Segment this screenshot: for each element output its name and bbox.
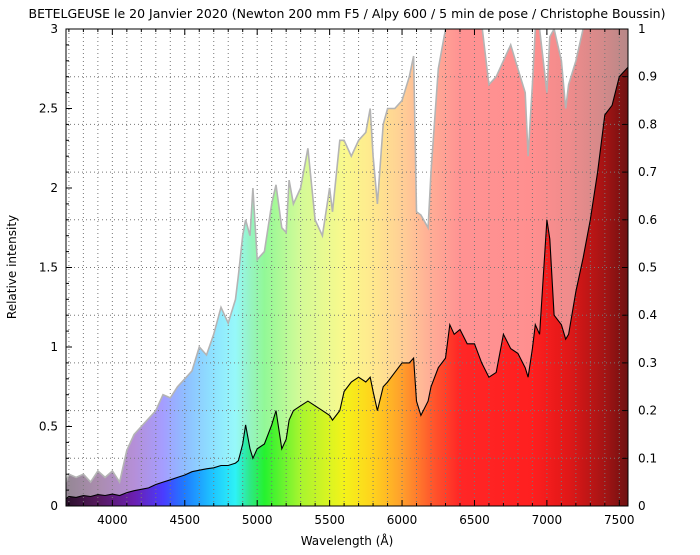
- y-tick-label: 2.5: [39, 102, 58, 116]
- x-tick-label: 6000: [387, 513, 418, 527]
- axis-ticks: [66, 28, 628, 507]
- x-tick-label: 4000: [97, 513, 128, 527]
- y2-tick-label: 0.6: [638, 213, 657, 227]
- series-relative-intensity-outline: [66, 29, 628, 485]
- y2-tick-label: 0: [638, 499, 646, 513]
- y2-tick-label: 0.1: [638, 451, 657, 465]
- y-tick-label: 3: [50, 22, 58, 36]
- y2-tick-label: 0.2: [638, 404, 657, 418]
- x-tick-label: 4500: [169, 513, 200, 527]
- y2-tick-label: 0.4: [638, 308, 657, 322]
- y-tick-label: 2: [50, 181, 58, 195]
- tick-labels: 4000 4500 5000 5500 6000 6500 7000 750000.511.5…: [39, 22, 657, 527]
- y-tick-label: 0: [50, 499, 58, 513]
- grid: [66, 29, 628, 506]
- y-tick-label: 1: [50, 340, 58, 354]
- y-tick-label: 0.5: [39, 420, 58, 434]
- y2-tick-label: 1: [638, 22, 646, 36]
- x-axis-label: Wavelength (Å): [301, 533, 394, 548]
- x-tick-label: 5500: [314, 513, 345, 527]
- y-axis-label: Relative intensity: [5, 215, 19, 319]
- y-tick-label: 1.5: [39, 261, 58, 275]
- x-tick-label: 6500: [459, 513, 490, 527]
- y2-tick-label: 0.7: [638, 165, 657, 179]
- chart-title: BETELGEUSE le 20 Janvier 2020 (Newton 20…: [29, 6, 666, 21]
- x-tick-label: 7000: [532, 513, 563, 527]
- y2-tick-label: 0.3: [638, 356, 657, 370]
- x-tick-label: 7500: [604, 513, 635, 527]
- y2-tick-label: 0.9: [638, 70, 657, 84]
- series-relative-intensity-line: [66, 66, 628, 500]
- x-tick-label: 5000: [242, 513, 273, 527]
- y2-tick-label: 0.5: [638, 261, 657, 275]
- spectrum-fill-dark: [66, 67, 628, 506]
- y2-tick-label: 0.8: [638, 117, 657, 131]
